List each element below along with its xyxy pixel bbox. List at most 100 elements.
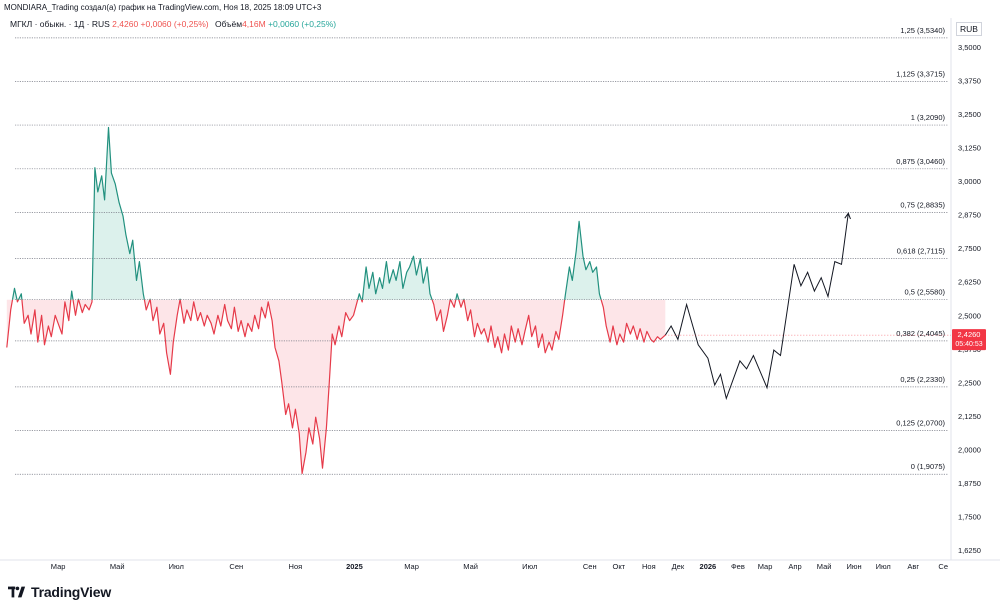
- y-tick-label: 3,0000: [958, 177, 981, 186]
- brand-name: TradingView: [31, 584, 112, 600]
- tradingview-icon: [8, 586, 26, 598]
- y-axis: 3,5000 3,3750 3,2500 3,1250 3,0000 2,8750 2,75…: [950, 18, 981, 560]
- x-tick-label: 2025: [346, 562, 363, 571]
- x-tick-label: Июл: [876, 562, 891, 571]
- fib-label: 0 (1,9075): [911, 462, 946, 471]
- x-tick-label: Июл: [169, 562, 184, 571]
- projection-arrowhead: [844, 212, 851, 220]
- x-tick-label: Май: [817, 562, 832, 571]
- y-tick-label: 1,8750: [958, 479, 981, 488]
- area-below-baseline: [464, 299, 565, 353]
- x-tick-label: Авг: [907, 562, 919, 571]
- fib-label: 1 (3,2090): [911, 113, 946, 122]
- x-tick-label: Сен: [583, 562, 597, 571]
- y-tick-label: 1,7500: [958, 512, 981, 521]
- x-tick-label: Ноя: [289, 562, 303, 571]
- y-tick-label: 3,3750: [958, 77, 981, 86]
- price-line-up: [17, 293, 23, 300]
- x-tick-label: Ноя: [642, 562, 656, 571]
- x-tick-label: 2026: [700, 562, 717, 571]
- projection-path: [664, 213, 849, 401]
- volume-change: +0,0060 (+0,25%): [268, 19, 337, 29]
- volume-value: 4,16M: [242, 19, 266, 29]
- y-tick-label: 3,5000: [958, 43, 981, 52]
- fib-label: 0,75 (2,8835): [900, 200, 945, 209]
- y-tick-label: 2,2500: [958, 378, 981, 387]
- price-line-down: [463, 299, 566, 354]
- price-line-down: [360, 299, 363, 303]
- y-tick-label: 3,2500: [958, 110, 981, 119]
- x-tick-label: Дек: [672, 562, 685, 571]
- fib-levels: 1,25 (3,5340) 1,125 (3,3715) 1 (3,2090) 0,8…: [15, 26, 948, 475]
- fib-label: 1,25 (3,5340): [900, 26, 945, 35]
- area-below-baseline: [432, 299, 451, 332]
- fib-label: 0,618 (2,7115): [897, 247, 946, 256]
- price-line-down: [149, 299, 181, 375]
- price-line-down: [179, 299, 359, 475]
- price-line-up: [361, 255, 433, 300]
- y-tick-label: 2,0000: [958, 445, 981, 454]
- price-line-up: [455, 293, 460, 300]
- area-below-baseline: [180, 299, 358, 474]
- price-tag-value: 2,4260: [958, 330, 981, 339]
- x-tick-label: Фев: [731, 562, 745, 571]
- x-tick-label: Окт: [612, 562, 625, 571]
- price-line-up: [91, 126, 145, 300]
- y-tick-label: 1,6250: [958, 546, 981, 555]
- chart-attribution: MONDIARA_Trading создал(а) график на Tra…: [4, 3, 322, 12]
- y-tick-label: 3,1250: [958, 144, 981, 153]
- fib-label: 0,25 (2,2330): [900, 375, 945, 384]
- price-line-down: [21, 299, 72, 346]
- x-tick-label: Мар: [404, 562, 419, 571]
- y-tick-label: 2,7500: [958, 244, 981, 253]
- x-tick-label: Май: [110, 562, 125, 571]
- x-axis: Мар Май Июл Сен Ноя 2025 Мар Май Июл Сен Окт Ноя Дек…: [0, 559, 1000, 571]
- x-tick-label: Мар: [51, 562, 66, 571]
- fib-label: 0,5 (2,5580): [905, 288, 946, 297]
- y-tick-label: 2,6250: [958, 278, 981, 287]
- area-above-baseline: [564, 221, 602, 300]
- price-line-down: [143, 299, 151, 311]
- x-tick-label: Апр: [788, 562, 801, 571]
- area-below-baseline: [73, 299, 79, 316]
- currency-button[interactable]: RUB: [956, 22, 982, 36]
- area-below-baseline: [601, 299, 666, 345]
- price-line-down: [431, 299, 451, 332]
- y-tick-label: 2,5000: [958, 311, 981, 320]
- x-tick-label: Сен: [229, 562, 243, 571]
- y-tick-label: 2,1250: [958, 412, 981, 421]
- tradingview-logo[interactable]: TradingView: [8, 584, 111, 600]
- fib-label: 0,125 (2,0700): [896, 419, 945, 428]
- fib-label: 0,382 (2,4045): [896, 329, 945, 338]
- price-line-down: [78, 299, 93, 314]
- price-line-down: [16, 299, 20, 303]
- last-price: 2,4260: [112, 19, 139, 29]
- x-tick-label: Июл: [522, 562, 537, 571]
- last-price-tag: 2,4260 05:40:53: [665, 329, 986, 351]
- price-line-up: [564, 220, 602, 300]
- price-line-down: [72, 299, 79, 316]
- price-line-down: [458, 299, 465, 308]
- price-line-down: [600, 299, 666, 346]
- price-tag-countdown: 05:40:53: [955, 341, 982, 348]
- price-change: +0,0060 (+0,25%): [140, 19, 209, 29]
- area-above-baseline: [92, 127, 145, 300]
- price-line-down: [450, 299, 457, 308]
- price-tag-box: [952, 329, 986, 351]
- area-above-baseline: [362, 256, 433, 300]
- price-line-up: [11, 287, 18, 300]
- price-lines: [6, 126, 851, 475]
- price-line-up: [357, 293, 362, 300]
- fib-label: 0,875 (3,0460): [896, 157, 945, 166]
- symbol-name[interactable]: МГКЛ · обыкн. · 1Д · RUS: [10, 19, 110, 29]
- x-tick-label: Мар: [758, 562, 773, 571]
- x-tick-label: Июн: [847, 562, 862, 571]
- price-line-down: [6, 299, 14, 348]
- price-line-up: [70, 290, 74, 300]
- area-below-baseline: [6, 299, 13, 348]
- symbol-legend: МГКЛ · обыкн. · 1Д · RUS 2,4260 +0,0060 …: [10, 19, 336, 29]
- x-tick-label: Май: [463, 562, 478, 571]
- x-tick-label: Се: [938, 562, 948, 571]
- fib-label: 1,125 (3,3715): [896, 69, 945, 78]
